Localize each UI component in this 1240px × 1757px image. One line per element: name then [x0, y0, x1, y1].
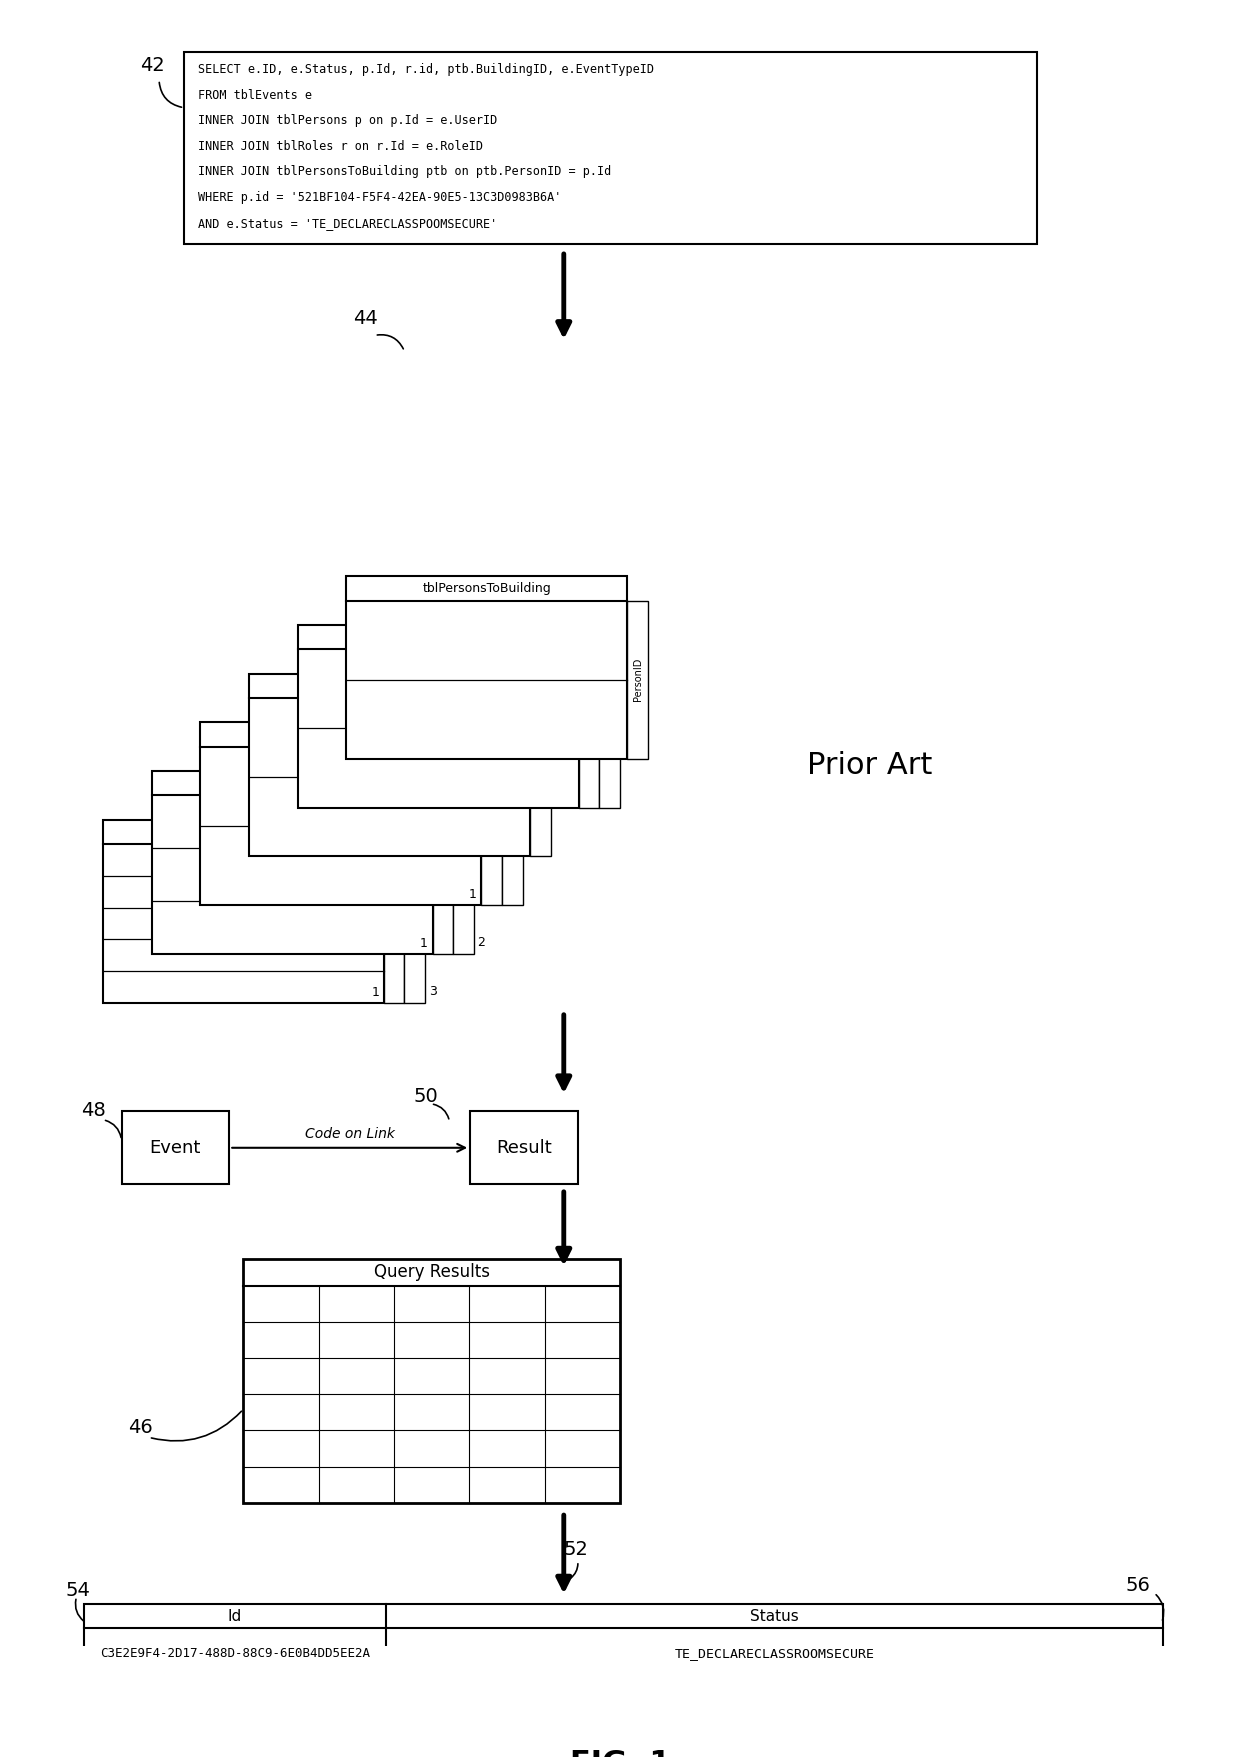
Bar [185, 51, 1037, 244]
Bar [481, 747, 502, 905]
Text: tblEvents: tblEvents [215, 826, 273, 838]
Text: PersonID: PersonID [409, 901, 420, 945]
Text: 1: 1 [371, 986, 379, 998]
Text: FROM tblEvents e: FROM tblEvents e [198, 88, 312, 102]
Text: tblEvents: tblEvents [263, 777, 321, 791]
Text: AND e.Status = 'TE_DECLARECLASSPOOMSECURE': AND e.Status = 'TE_DECLARECLASSPOOMSECUR… [198, 216, 497, 230]
Text: 50: 50 [414, 1088, 439, 1105]
Text: 1: 1 [469, 889, 476, 901]
Text: 44: 44 [353, 309, 378, 329]
Text: INNER JOIN tblRoles r on r.Id = e.RoleID: INNER JOIN tblRoles r on r.Id = e.RoleID [198, 141, 484, 153]
Text: Id: Id [228, 1609, 242, 1623]
Text: 1: 1 [420, 936, 428, 951]
Text: C3E2E9F4-2D17-488D-88C9-6E0B4DD5EE2A: C3E2E9F4-2D17-488D-88C9-6E0B4DD5EE2A [100, 1648, 370, 1660]
Text: tblPersonsToBuilding: tblPersonsToBuilding [423, 582, 552, 596]
Bar [103, 821, 384, 1003]
Text: 3: 3 [429, 986, 436, 998]
Text: 2: 2 [477, 936, 485, 949]
Text: Code on Link: Code on Link [305, 1128, 394, 1142]
Text: Result: Result [496, 1139, 552, 1156]
Text: tblRoles: tblRoles [413, 631, 464, 643]
Text: 42: 42 [140, 56, 165, 76]
Text: Status: Status [389, 908, 399, 938]
Text: PersonID: PersonID [507, 805, 517, 847]
Bar [453, 796, 474, 954]
Bar [502, 747, 522, 905]
Text: 54: 54 [66, 1581, 91, 1599]
Text: PersonID: PersonID [632, 659, 642, 701]
Text: 56: 56 [1126, 1576, 1151, 1595]
Bar [122, 1110, 229, 1184]
Bar [249, 673, 529, 856]
Text: RoleID: RoleID [486, 810, 497, 842]
Bar [384, 843, 404, 1003]
Text: 48: 48 [82, 1102, 105, 1119]
Text: SELECT e.ID, e.Status, p.Id, r.id, ptb.BuildingID, e.EventTypeID: SELECT e.ID, e.Status, p.Id, r.id, ptb.B… [198, 63, 655, 76]
Text: tblEvents: tblEvents [311, 727, 370, 741]
Bar [84, 1604, 1163, 1680]
Bar [599, 650, 620, 808]
Bar [346, 576, 627, 759]
Bar [579, 650, 599, 808]
Text: Query Results: Query Results [373, 1263, 490, 1281]
Text: PersonID: PersonID [536, 756, 546, 799]
Text: Status: Status [750, 1609, 799, 1623]
Bar [433, 796, 453, 954]
Bar [151, 771, 433, 954]
Bar [627, 601, 649, 759]
Bar [298, 625, 579, 808]
Text: RoleID: RoleID [584, 713, 594, 745]
Text: FIG. 1: FIG. 1 [569, 1748, 671, 1757]
Bar [470, 1110, 578, 1184]
Bar [404, 843, 425, 1003]
Bar [529, 698, 551, 856]
Text: Event: Event [150, 1139, 201, 1156]
Text: RoleID: RoleID [459, 859, 469, 891]
Bar [200, 722, 481, 905]
Text: INNER JOIN tblPersons p on p.Id = e.UserID: INNER JOIN tblPersons p on p.Id = e.User… [198, 114, 497, 127]
Text: TE_DECLARECLASSROOMSECURE: TE_DECLARECLASSROOMSECURE [675, 1648, 874, 1660]
Text: PersonID: PersonID [605, 706, 615, 750]
Text: INNER JOIN tblPersonsToBuilding ptb on ptb.PersonID = p.Id: INNER JOIN tblPersonsToBuilding ptb on p… [198, 165, 611, 179]
Text: PersonID: PersonID [438, 852, 448, 896]
Text: WHERE p.id = '521BF104-F5F4-42EA-90E5-13C3D0983B6A': WHERE p.id = '521BF104-F5F4-42EA-90E5-13… [198, 192, 562, 204]
Text: 46: 46 [128, 1418, 153, 1437]
Text: tblPersons: tblPersons [357, 680, 422, 692]
Text: 52: 52 [564, 1541, 589, 1558]
Text: Prior Art: Prior Art [807, 750, 932, 780]
Bar [243, 1260, 620, 1502]
